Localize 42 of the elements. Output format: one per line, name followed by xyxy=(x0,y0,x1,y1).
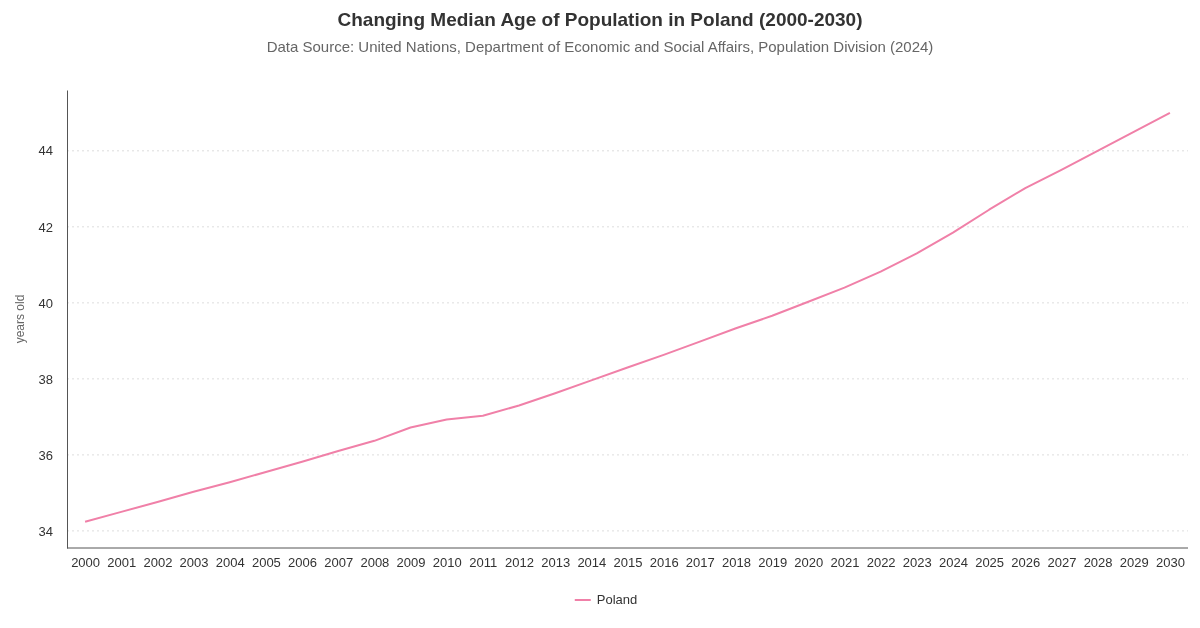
y-tick-label: 44 xyxy=(38,143,53,159)
y-tick-label: 40 xyxy=(38,295,53,311)
x-tick-label: 2023 xyxy=(902,555,932,571)
x-tick-label: 2028 xyxy=(1083,555,1113,571)
x-tick-label: 2017 xyxy=(685,555,715,571)
x-tick-label: 2024 xyxy=(938,555,968,571)
x-tick-label: 2002 xyxy=(143,555,173,571)
x-tick-label: 2005 xyxy=(251,555,281,571)
y-tick-label: 36 xyxy=(38,447,53,463)
x-tick-label: 2009 xyxy=(396,555,426,571)
x-tick-label: 2026 xyxy=(1011,555,1041,571)
x-tick-label: 2004 xyxy=(215,555,245,571)
x-tick-label: 2011 xyxy=(469,555,498,571)
x-tick-label: 2013 xyxy=(541,555,571,571)
x-tick-label: 2012 xyxy=(505,555,534,571)
x-tick-label: 2010 xyxy=(432,555,462,571)
x-tick-label: 2000 xyxy=(71,555,101,571)
x-tick-label: 2001 xyxy=(107,555,137,571)
x-tick-label: 2019 xyxy=(758,555,788,571)
y-axis-title: years old xyxy=(13,294,27,344)
chart-title: Changing Median Age of Population in Poland (2000-2030) xyxy=(337,9,863,30)
x-tick-label: 2025 xyxy=(975,555,1005,571)
x-tick-label: 2015 xyxy=(613,555,643,571)
x-tick-label: 2020 xyxy=(794,555,824,571)
x-tick-label: 2014 xyxy=(577,555,607,571)
x-tick-label: 2003 xyxy=(179,555,209,571)
line-series xyxy=(84,111,1171,523)
x-tick-label: 2029 xyxy=(1119,555,1149,571)
y-tick-label: 34 xyxy=(38,523,53,539)
x-tick-label: 2027 xyxy=(1047,555,1077,571)
y-tick-label: 42 xyxy=(38,219,53,235)
x-tick-label: 2016 xyxy=(649,555,679,571)
x-tick-label: 2030 xyxy=(1155,555,1185,571)
x-tick-label: 2007 xyxy=(324,555,354,571)
chart-subtitle: Data Source: United Nations, Department of Economic and Social Affairs, Population Division (2024) xyxy=(266,38,934,55)
x-tick-label: 2022 xyxy=(866,555,896,571)
x-tick-label: 2021 xyxy=(830,555,860,571)
x-tick-label: 2018 xyxy=(722,555,751,571)
x-tick-label: 2008 xyxy=(360,555,390,571)
x-tick-label: 2006 xyxy=(288,555,318,571)
legend-label: Poland xyxy=(596,592,638,607)
y-tick-label: 38 xyxy=(38,371,53,387)
